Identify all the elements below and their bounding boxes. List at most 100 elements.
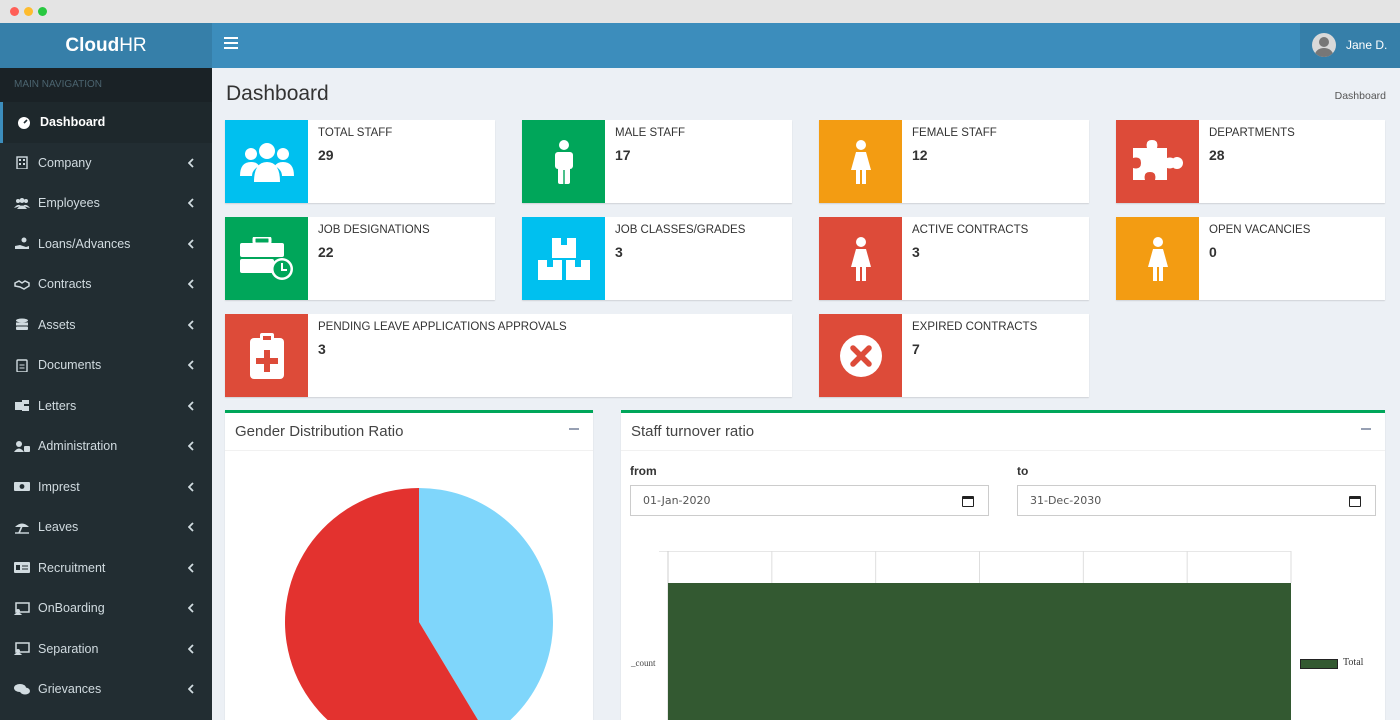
info-box-female-staff[interactable]: FEMALE STAFF 12 (819, 120, 1089, 203)
collapse-gender-panel-icon[interactable] (569, 428, 579, 430)
sidebar-item-onboarding[interactable]: OnBoarding (0, 588, 212, 629)
sidebar-item-contracts[interactable]: Contracts (0, 264, 212, 305)
to-date-value: 31-Dec-2030 (1030, 494, 1102, 507)
sidebar-item-employees[interactable]: Employees (0, 183, 212, 224)
sidebar-item-dashboard[interactable]: Dashboard (0, 102, 212, 143)
sidebar-item-label: Administration (38, 439, 118, 454)
sidebar-item-label: Recruitment (38, 560, 106, 575)
info-box-active-contracts[interactable]: ACTIVE CONTRACTS 3 (819, 217, 1089, 300)
minimize-window-button[interactable] (24, 7, 33, 16)
sidebar-item-letters[interactable]: Letters (0, 386, 212, 427)
sidebar-item-recruitment[interactable]: Recruitment (0, 548, 212, 589)
gender-panel-title: Gender Distribution Ratio (235, 423, 404, 440)
sidebar-toggle-icon[interactable] (224, 37, 238, 49)
chevron-left-icon (187, 602, 194, 613)
sidebar-item-imprest[interactable]: Imprest (0, 467, 212, 508)
sidebar-item-company[interactable]: Company (0, 143, 212, 184)
chevron-left-icon (187, 643, 194, 654)
pie-slice-1[interactable] (419, 488, 553, 720)
times-circle-icon (819, 314, 902, 397)
info-box-label: ACTIVE CONTRACTS (912, 224, 1029, 236)
from-label: from (630, 464, 657, 478)
user-name: Jane D. (1346, 38, 1388, 52)
sidebar-item-label: Loans/Advances (38, 236, 131, 251)
calendar-icon[interactable] (1349, 496, 1361, 507)
comments-icon (14, 683, 30, 696)
window-titlebar (0, 0, 1400, 23)
sidebar-item-grievances[interactable]: Grievances (0, 669, 212, 710)
maximize-window-button[interactable] (38, 7, 47, 16)
info-box-label: MALE STAFF (615, 127, 686, 139)
app-logo[interactable]: CloudHR (0, 23, 212, 68)
info-box-label: JOB CLASSES/GRADES (615, 224, 746, 236)
pie-slice-0[interactable] (285, 488, 488, 720)
info-box-value: 17 (615, 147, 631, 163)
male-icon (522, 120, 605, 203)
info-box-value: 3 (318, 341, 326, 357)
info-box-job-designations[interactable]: JOB DESIGNATIONS 22 (225, 217, 495, 300)
sidebar-item-administration[interactable]: Administration (0, 426, 212, 467)
chevron-left-icon (187, 278, 194, 289)
legend-swatch (1300, 659, 1338, 669)
legend-label[interactable]: Total (1343, 657, 1364, 668)
turnover-bar-chart (659, 551, 1292, 720)
breadcrumb[interactable]: Dashboard (1334, 90, 1386, 102)
sidebar-item-label: Leaves (38, 520, 79, 535)
chevron-left-icon (187, 400, 194, 411)
chevron-left-icon (187, 440, 194, 451)
logo-light: HR (119, 35, 147, 56)
file-icon (14, 359, 30, 372)
sidebar-item-label: Company (38, 155, 92, 170)
info-box-value: 3 (615, 244, 623, 260)
id-card-icon (14, 561, 30, 574)
sidebar-item-label: OnBoarding (38, 601, 105, 616)
info-box-expired-contracts[interactable]: EXPIRED CONTRACTS 7 (819, 314, 1089, 397)
gender-pie-chart (285, 488, 553, 720)
sidebar-header: MAIN NAVIGATION (0, 68, 212, 102)
info-box-male-staff[interactable]: MALE STAFF 17 (522, 120, 792, 203)
female-icon (819, 120, 902, 203)
female-icon (1116, 217, 1199, 300)
from-date-value: 01-Jan-2020 (643, 494, 711, 507)
sidebar-item-loans-advances[interactable]: Loans/Advances (0, 224, 212, 265)
info-box-value: 0 (1209, 244, 1217, 260)
chevron-left-icon (187, 521, 194, 532)
handshake-icon (14, 278, 30, 291)
to-date-input[interactable]: 31-Dec-2030 (1017, 485, 1376, 516)
sidebar-item-documents[interactable]: Documents (0, 345, 212, 386)
money-bill-icon (14, 480, 30, 493)
y-axis-label: _count (631, 658, 656, 668)
boxes-icon (522, 217, 605, 300)
sidebar-item-separation[interactable]: Separation (0, 629, 212, 670)
from-date-input[interactable]: 01-Jan-2020 (630, 485, 989, 516)
to-label: to (1017, 464, 1029, 478)
staff-turnover-panel: Staff turnover ratio from 01-Jan-2020 to… (621, 410, 1385, 720)
sidebar-item-label: Separation (38, 641, 99, 656)
info-box-value: 7 (912, 341, 920, 357)
hand-money-icon (14, 237, 30, 250)
database-icon (14, 318, 30, 331)
info-box-open-vacancies[interactable]: OPEN VACANCIES 0 (1116, 217, 1385, 300)
collapse-turnover-panel-icon[interactable] (1361, 428, 1371, 430)
sidebar-item-label: Dashboard (40, 115, 106, 130)
calendar-icon[interactable] (962, 496, 974, 507)
user-menu[interactable]: Jane D. (1300, 23, 1400, 68)
chevron-left-icon (187, 359, 194, 370)
info-box-value: 28 (1209, 147, 1225, 163)
info-box-value: 12 (912, 147, 928, 163)
close-window-button[interactable] (10, 7, 19, 16)
info-box-total-staff[interactable]: TOTAL STAFF 29 (225, 120, 495, 203)
info-box-label: TOTAL STAFF (318, 127, 393, 139)
info-box-value: 29 (318, 147, 334, 163)
info-box-label: JOB DESIGNATIONS (318, 224, 430, 236)
sidebar-item-leaves[interactable]: Leaves (0, 507, 212, 548)
info-box-departments[interactable]: DEPARTMENTS 28 (1116, 120, 1385, 203)
info-box-label: OPEN VACANCIES (1209, 224, 1311, 236)
bar-total[interactable] (668, 583, 1291, 720)
sidebar-item-assets[interactable]: Assets (0, 305, 212, 346)
puzzle-piece-icon (1116, 120, 1199, 203)
info-box-job-classes-grades[interactable]: JOB CLASSES/GRADES 3 (522, 217, 792, 300)
chevron-left-icon (187, 481, 194, 492)
info-box-pending-leave-applications-approvals[interactable]: PENDING LEAVE APPLICATIONS APPROVALS 3 (225, 314, 792, 397)
